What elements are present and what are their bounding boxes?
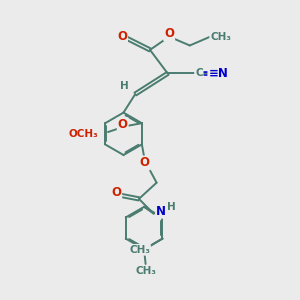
Text: O: O xyxy=(118,118,128,131)
Text: CH₃: CH₃ xyxy=(210,32,231,42)
Text: H: H xyxy=(167,202,176,212)
Text: O: O xyxy=(117,30,127,43)
Text: OCH₃: OCH₃ xyxy=(69,128,99,139)
Text: CH₃: CH₃ xyxy=(129,245,150,255)
Text: ≡N: ≡N xyxy=(208,67,228,80)
Text: H: H xyxy=(120,81,128,91)
Text: O: O xyxy=(164,27,174,40)
Text: C: C xyxy=(195,68,203,78)
Text: N: N xyxy=(156,205,166,218)
Text: O: O xyxy=(140,157,150,169)
Text: O: O xyxy=(111,187,121,200)
Text: CH₃: CH₃ xyxy=(135,266,156,276)
